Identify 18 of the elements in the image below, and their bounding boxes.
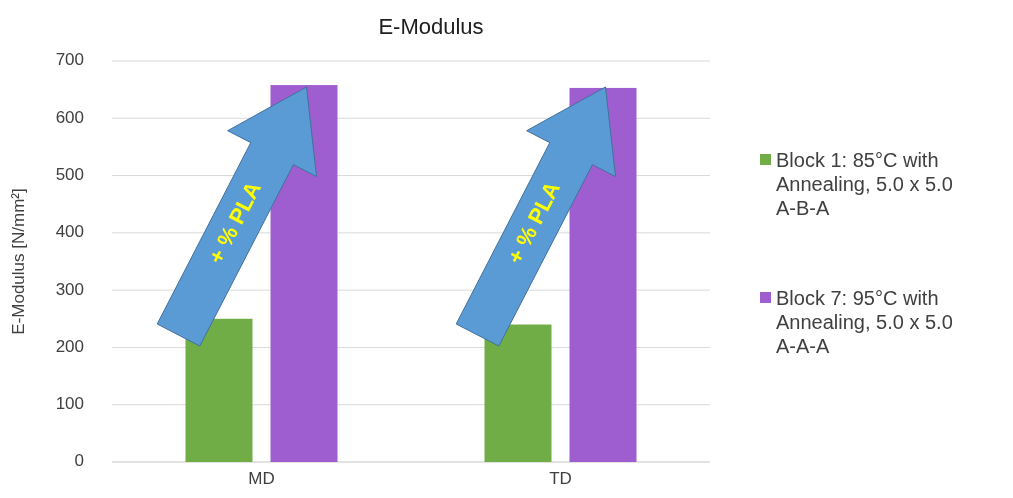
- y-tick-label: 600: [55, 107, 84, 127]
- bar: [484, 324, 552, 462]
- x-tick-label: TD: [549, 469, 572, 488]
- y-axis-title: E-Modulus [N/mm²]: [9, 188, 28, 335]
- y-tick-label: 500: [55, 165, 84, 185]
- y-tick-label: 200: [55, 336, 84, 356]
- legend-label: Block 1: 85°C with Annealing, 5.0 x 5.0 A-B-A: [776, 149, 953, 220]
- x-tick-label: MD: [248, 469, 275, 488]
- annotation: + % PLA: [502, 177, 566, 268]
- y-tick-label: 100: [55, 394, 84, 414]
- bar: [185, 318, 253, 462]
- chart-title: E-Modulus: [378, 14, 484, 39]
- annotation: + % PLA: [203, 177, 267, 268]
- y-tick-label: 300: [55, 279, 84, 299]
- y-tick-label: 400: [55, 222, 84, 242]
- y-tick-label: 700: [55, 50, 84, 70]
- legend-label: Block 7: 95°C with Annealing, 5.0 x 5.0 A-A-A: [776, 287, 953, 358]
- y-tick-label: 0: [74, 451, 84, 471]
